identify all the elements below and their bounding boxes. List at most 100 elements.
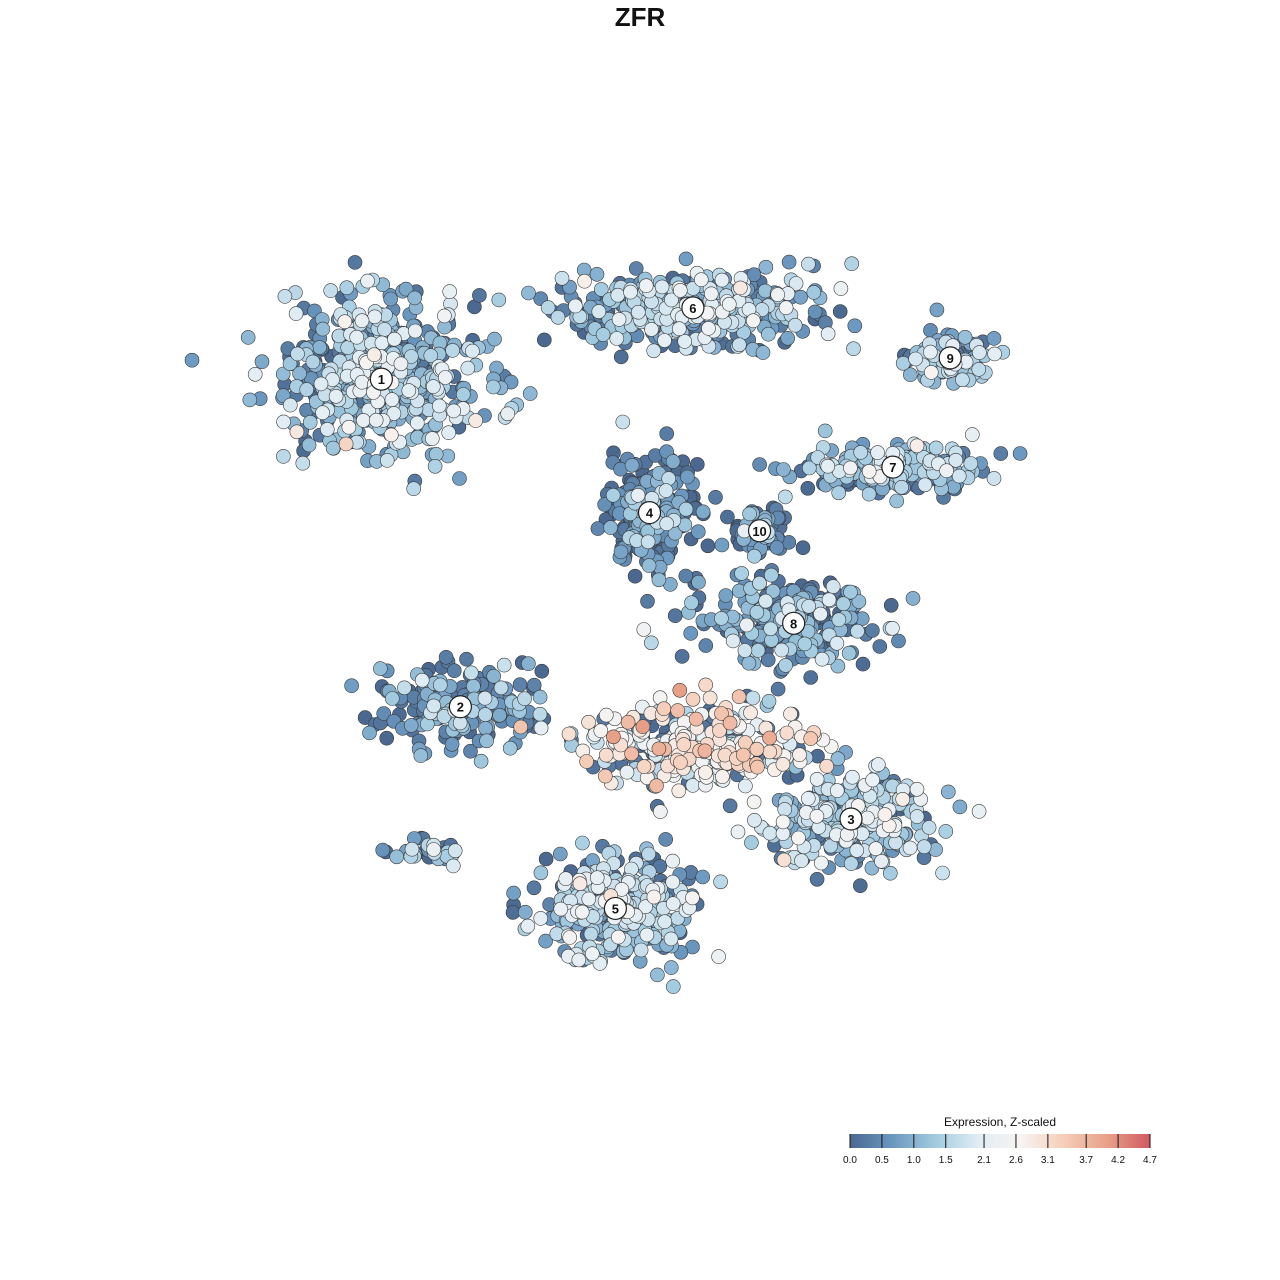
data-point <box>928 440 944 456</box>
data-point <box>765 583 781 599</box>
data-point <box>520 918 536 934</box>
data-point <box>678 501 694 517</box>
data-point <box>758 593 774 609</box>
data-point <box>328 388 344 404</box>
data-point <box>636 622 652 637</box>
data-point <box>513 719 529 735</box>
data-point <box>678 568 694 584</box>
data-point <box>406 481 422 497</box>
data-point <box>424 431 440 446</box>
colorbar-tick-label: 0.5 <box>875 1155 889 1166</box>
data-point <box>783 706 798 722</box>
data-point <box>797 636 813 652</box>
data-point <box>613 544 629 560</box>
data-point <box>446 663 462 679</box>
data-point <box>425 379 441 394</box>
data-point <box>367 309 383 325</box>
data-point <box>445 858 461 874</box>
data-point <box>452 471 467 486</box>
data-point <box>749 604 765 620</box>
data-point <box>347 255 363 270</box>
data-point <box>315 405 330 421</box>
colorbar-tick-label: 1.0 <box>907 1155 921 1166</box>
data-point <box>714 611 729 626</box>
data-point <box>521 656 536 672</box>
data-point <box>290 346 305 362</box>
data-point <box>500 406 516 422</box>
data-point <box>722 798 738 814</box>
data-point <box>745 690 761 706</box>
data-point <box>776 852 792 868</box>
data-point <box>777 489 793 505</box>
data-point <box>379 453 395 468</box>
data-point <box>807 304 823 320</box>
data-point <box>403 718 419 733</box>
data-point <box>762 730 777 746</box>
data-point <box>853 445 869 460</box>
data-point <box>763 567 779 583</box>
data-point <box>619 764 635 780</box>
cluster-label-text: 3 <box>847 812 854 827</box>
data-point <box>993 446 1009 461</box>
data-point <box>935 865 950 881</box>
data-point <box>678 251 694 267</box>
data-point <box>401 383 417 398</box>
data-point <box>940 784 956 800</box>
data-point <box>636 759 652 774</box>
data-point <box>339 280 355 296</box>
data-point <box>938 824 954 839</box>
data-point <box>739 617 755 633</box>
cluster-label-5: 5 <box>603 896 628 921</box>
cluster-labels: 1 6 9 7 4 10 8 2 3 5 <box>369 296 962 921</box>
data-point <box>861 486 877 502</box>
colorbar-ticks: 0.0 0.5 1.0 1.5 2.1 2.6 3.1 3.7 4.2 4.7 <box>843 1134 1157 1166</box>
data-point <box>611 312 627 327</box>
data-points <box>184 251 1028 994</box>
data-point <box>720 509 735 525</box>
cluster-label-8: 8 <box>782 611 806 635</box>
data-point <box>362 725 377 741</box>
data-point <box>923 344 938 360</box>
data-point <box>909 781 925 797</box>
data-point <box>646 889 662 905</box>
data-point <box>870 757 886 772</box>
data-point <box>744 835 759 850</box>
data-point <box>575 835 590 851</box>
data-point <box>735 747 751 763</box>
data-point <box>477 690 493 706</box>
data-point <box>939 463 954 479</box>
data-point <box>650 967 665 983</box>
data-point <box>761 693 777 709</box>
data-point <box>813 855 829 871</box>
data-point <box>460 360 476 376</box>
data-point <box>665 853 681 869</box>
data-point <box>708 489 723 505</box>
data-point <box>344 678 359 694</box>
data-point <box>506 885 521 901</box>
data-point <box>486 668 502 684</box>
data-point <box>630 487 646 503</box>
data-point <box>384 392 400 407</box>
data-point <box>733 280 748 296</box>
data-point <box>841 645 857 661</box>
data-point <box>781 254 797 270</box>
data-point <box>788 276 804 291</box>
data-point <box>971 362 987 377</box>
data-point <box>665 874 681 890</box>
data-point <box>667 608 683 624</box>
data-point <box>517 904 533 920</box>
data-point <box>731 689 747 705</box>
data-point <box>624 746 639 762</box>
data-point <box>288 306 304 321</box>
data-point <box>533 911 549 926</box>
data-point <box>847 318 863 334</box>
data-point <box>526 880 542 896</box>
colorbar-tick-label: 4.7 <box>1143 1155 1157 1166</box>
data-point <box>532 689 548 705</box>
cluster-label-badge <box>839 807 863 831</box>
data-point <box>444 736 460 752</box>
data-point <box>830 751 846 767</box>
data-point <box>432 677 448 693</box>
data-point <box>374 335 390 351</box>
data-point <box>801 256 816 272</box>
